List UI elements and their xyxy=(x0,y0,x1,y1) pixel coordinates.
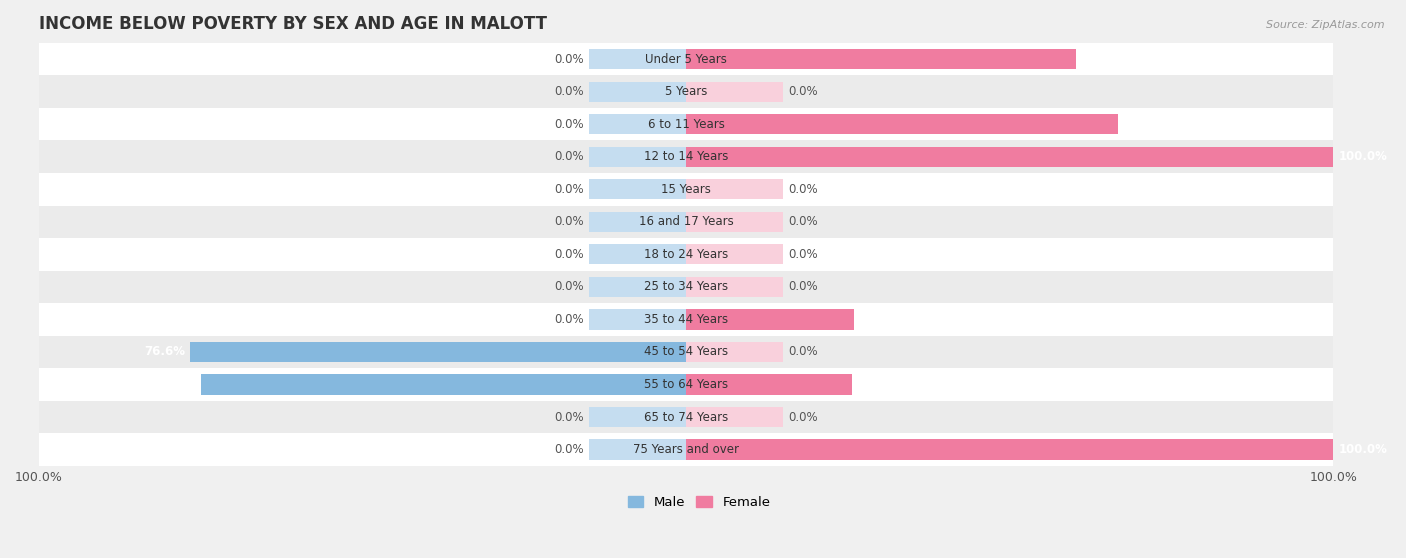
Bar xyxy=(39,75,1333,108)
Text: 25 to 34 Years: 25 to 34 Years xyxy=(644,281,728,294)
Text: 5 Years: 5 Years xyxy=(665,85,707,98)
Bar xyxy=(39,238,1333,271)
Text: 0.0%: 0.0% xyxy=(554,215,583,228)
Text: 0.0%: 0.0% xyxy=(554,313,583,326)
Bar xyxy=(39,108,1333,141)
Bar xyxy=(686,114,1118,134)
Text: 100.0%: 100.0% xyxy=(1339,150,1388,163)
Text: 0.0%: 0.0% xyxy=(789,215,818,228)
Text: 0.0%: 0.0% xyxy=(554,248,583,261)
Bar xyxy=(589,179,686,199)
Bar xyxy=(39,434,1333,466)
Text: 15 Years: 15 Years xyxy=(661,183,711,196)
Text: 0.0%: 0.0% xyxy=(554,150,583,163)
Text: 65 to 74 Years: 65 to 74 Years xyxy=(644,411,728,424)
Text: 0.0%: 0.0% xyxy=(554,411,583,424)
Text: 75.0%: 75.0% xyxy=(155,378,195,391)
Bar xyxy=(589,440,686,460)
Text: 0.0%: 0.0% xyxy=(789,85,818,98)
Bar xyxy=(686,277,783,297)
Text: 0.0%: 0.0% xyxy=(789,345,818,358)
Text: 60.3%: 60.3% xyxy=(1081,52,1122,66)
Text: 0.0%: 0.0% xyxy=(789,183,818,196)
Text: 35 to 44 Years: 35 to 44 Years xyxy=(644,313,728,326)
Bar xyxy=(39,271,1333,303)
Bar xyxy=(39,303,1333,336)
Text: 0.0%: 0.0% xyxy=(554,85,583,98)
Bar xyxy=(190,342,686,362)
Text: 0.0%: 0.0% xyxy=(554,443,583,456)
Text: 45 to 54 Years: 45 to 54 Years xyxy=(644,345,728,358)
Bar xyxy=(686,179,783,199)
Bar xyxy=(686,81,783,102)
Bar xyxy=(39,336,1333,368)
Bar xyxy=(589,211,686,232)
Bar xyxy=(589,114,686,134)
Text: 6 to 11 Years: 6 to 11 Years xyxy=(648,118,724,131)
Text: 0.0%: 0.0% xyxy=(554,183,583,196)
Bar xyxy=(39,205,1333,238)
Bar xyxy=(589,81,686,102)
Text: 0.0%: 0.0% xyxy=(789,411,818,424)
Text: 25.7%: 25.7% xyxy=(858,378,898,391)
Text: 55 to 64 Years: 55 to 64 Years xyxy=(644,378,728,391)
Text: 100.0%: 100.0% xyxy=(1339,443,1388,456)
Bar xyxy=(39,173,1333,205)
Bar xyxy=(686,211,783,232)
Text: 66.7%: 66.7% xyxy=(1123,118,1164,131)
Bar xyxy=(39,141,1333,173)
Text: 0.0%: 0.0% xyxy=(789,281,818,294)
Text: 0.0%: 0.0% xyxy=(554,52,583,66)
Text: Under 5 Years: Under 5 Years xyxy=(645,52,727,66)
Text: 0.0%: 0.0% xyxy=(554,118,583,131)
Text: 12 to 14 Years: 12 to 14 Years xyxy=(644,150,728,163)
Text: INCOME BELOW POVERTY BY SEX AND AGE IN MALOTT: INCOME BELOW POVERTY BY SEX AND AGE IN M… xyxy=(39,15,547,33)
Bar xyxy=(201,374,686,395)
Bar xyxy=(686,342,783,362)
Text: 25.9%: 25.9% xyxy=(859,313,900,326)
Bar xyxy=(686,374,852,395)
Bar xyxy=(686,49,1077,69)
Bar xyxy=(39,401,1333,434)
Bar xyxy=(39,43,1333,75)
Text: 16 and 17 Years: 16 and 17 Years xyxy=(638,215,734,228)
Text: 0.0%: 0.0% xyxy=(789,248,818,261)
Text: Source: ZipAtlas.com: Source: ZipAtlas.com xyxy=(1267,20,1385,30)
Text: 18 to 24 Years: 18 to 24 Years xyxy=(644,248,728,261)
Bar xyxy=(686,440,1333,460)
Bar xyxy=(686,309,853,330)
Bar xyxy=(686,244,783,264)
Bar xyxy=(589,244,686,264)
Bar xyxy=(589,309,686,330)
Legend: Male, Female: Male, Female xyxy=(623,490,776,514)
Bar xyxy=(589,277,686,297)
Bar xyxy=(589,49,686,69)
Text: 75 Years and over: 75 Years and over xyxy=(633,443,740,456)
Bar xyxy=(686,147,1333,167)
Bar xyxy=(589,147,686,167)
Bar xyxy=(686,407,783,427)
Bar xyxy=(589,407,686,427)
Bar xyxy=(39,368,1333,401)
Text: 0.0%: 0.0% xyxy=(554,281,583,294)
Text: 76.6%: 76.6% xyxy=(145,345,186,358)
